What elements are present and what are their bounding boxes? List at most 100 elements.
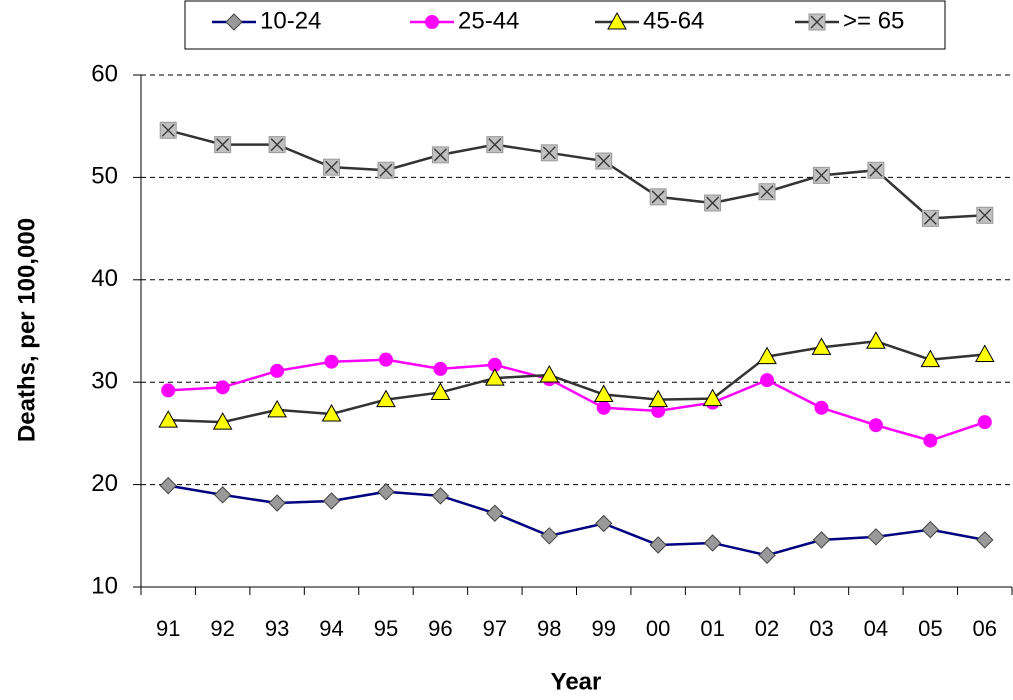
- marker: [430, 382, 451, 400]
- marker: [649, 536, 667, 554]
- marker: [487, 357, 502, 372]
- marker: [486, 136, 504, 154]
- marker-shape: [425, 15, 439, 29]
- marker: [757, 346, 777, 365]
- marker-shape: [703, 534, 722, 552]
- marker: [322, 492, 341, 510]
- marker: [486, 504, 504, 522]
- marker-shape: [431, 487, 450, 505]
- marker-shape: [376, 389, 396, 408]
- marker: [920, 349, 941, 368]
- marker-shape: [488, 138, 502, 152]
- marker: [539, 365, 560, 383]
- marker-shape: [758, 546, 776, 564]
- marker-shape: [814, 400, 829, 415]
- marker-shape: [867, 528, 885, 546]
- marker: [923, 433, 938, 448]
- marker-shape: [866, 331, 886, 349]
- y-tick-label: 50: [91, 163, 118, 190]
- marker: [867, 528, 885, 546]
- marker-shape: [810, 15, 824, 29]
- y-tick-label: 60: [91, 60, 118, 87]
- marker: [704, 194, 722, 212]
- x-tick-label: 05: [918, 616, 942, 641]
- marker-shape: [270, 138, 284, 152]
- legend-box: [184, 0, 946, 50]
- marker-shape: [595, 514, 613, 533]
- y-tick-label: 20: [91, 470, 118, 497]
- marker: [321, 403, 342, 422]
- marker: [431, 146, 449, 164]
- marker-shape: [648, 389, 669, 408]
- marker-shape: [159, 476, 177, 495]
- marker-shape: [920, 349, 941, 368]
- x-tick-label: 00: [646, 616, 670, 641]
- marker-shape: [322, 492, 341, 510]
- x-tick-label: 95: [374, 616, 398, 641]
- marker: [159, 476, 177, 495]
- marker: [376, 389, 396, 408]
- marker: [595, 152, 613, 170]
- marker-shape: [212, 412, 233, 430]
- legend-label: 25-44: [458, 7, 519, 34]
- x-tick-label: 99: [591, 616, 615, 641]
- marker-shape: [706, 196, 720, 210]
- x-tick-label: 02: [755, 616, 779, 641]
- series-line: [168, 339, 985, 424]
- marker-shape: [977, 415, 992, 430]
- x-tick-label: 93: [265, 616, 289, 641]
- legend-label: 10-24: [260, 7, 321, 34]
- marker: [213, 486, 232, 504]
- marker: [214, 136, 232, 154]
- marker: [812, 531, 831, 549]
- marker-shape: [607, 11, 627, 30]
- marker: [540, 527, 558, 545]
- marker: [921, 209, 939, 227]
- marker-shape: [974, 344, 995, 363]
- series-line: [167, 129, 985, 220]
- marker: [976, 531, 994, 549]
- marker-shape: [815, 168, 828, 182]
- marker-shape: [216, 138, 230, 152]
- x-tick-label: 04: [864, 616, 888, 641]
- marker: [268, 494, 286, 512]
- marker: [323, 158, 341, 176]
- legend-label: >= 65: [843, 7, 904, 34]
- y-axis-label: Deaths, per 100,000: [13, 218, 40, 442]
- legend-label: 45-64: [643, 7, 704, 34]
- marker-shape: [321, 403, 342, 422]
- marker-shape: [921, 520, 940, 539]
- marker-shape: [651, 403, 666, 418]
- marker-shape: [268, 494, 286, 512]
- marker: [431, 487, 450, 505]
- marker: [593, 384, 614, 402]
- marker: [808, 13, 826, 31]
- marker-shape: [976, 531, 994, 549]
- marker-shape: [270, 363, 285, 378]
- marker: [161, 383, 176, 398]
- x-tick-label: 96: [428, 616, 452, 641]
- marker: [976, 206, 994, 224]
- marker: [378, 352, 393, 367]
- y-tick-label: 10: [91, 572, 118, 599]
- marker-shape: [487, 357, 502, 372]
- marker-shape: [596, 400, 611, 415]
- marker: [867, 161, 885, 179]
- marker-shape: [651, 190, 665, 204]
- marker: [703, 534, 722, 552]
- x-tick-label: 92: [210, 616, 234, 641]
- marker: [649, 188, 667, 206]
- marker-shape: [433, 148, 447, 162]
- marker: [267, 399, 287, 418]
- marker: [212, 412, 233, 430]
- marker: [702, 388, 723, 407]
- marker-shape: [539, 365, 560, 383]
- marker-shape: [978, 208, 992, 222]
- marker-shape: [757, 346, 777, 365]
- marker: [760, 373, 775, 388]
- marker-shape: [923, 433, 938, 448]
- marker-shape: [812, 531, 831, 549]
- marker: [433, 361, 448, 376]
- marker-shape: [484, 368, 505, 386]
